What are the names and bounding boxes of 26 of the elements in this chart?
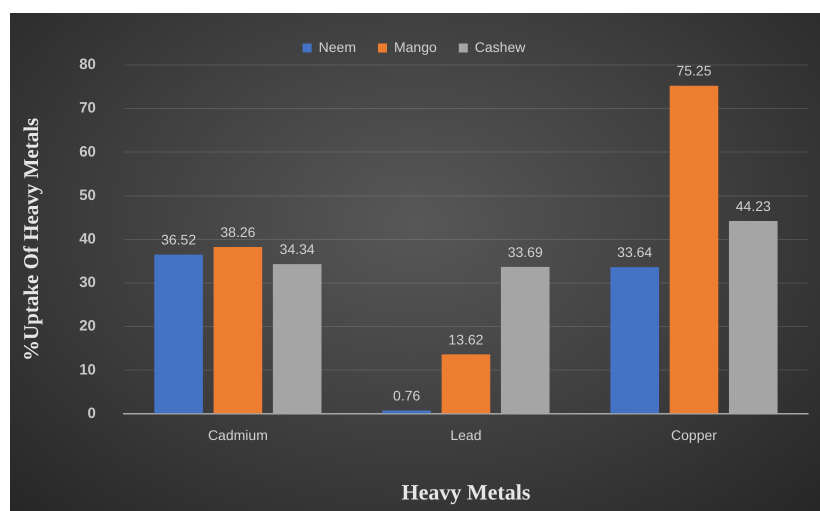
y-axis-title: %Uptake Of Heavy Metals bbox=[19, 118, 44, 362]
y-tick-label: 20 bbox=[79, 318, 96, 335]
data-label: 44.23 bbox=[736, 198, 771, 214]
y-tick-label: 50 bbox=[79, 186, 96, 204]
legend-label: Mango bbox=[394, 38, 437, 55]
data-label: 0.76 bbox=[393, 387, 420, 404]
data-label: 34.34 bbox=[280, 240, 315, 257]
y-tick-label: 40 bbox=[79, 230, 96, 248]
x-tick-label: Cadmium bbox=[208, 427, 268, 444]
y-tick-label: 70 bbox=[79, 100, 96, 117]
legend-label: Neem bbox=[318, 38, 356, 55]
data-label: 75.25 bbox=[676, 62, 712, 79]
data-label: 38.26 bbox=[220, 224, 256, 240]
legend-label: Cashew bbox=[474, 38, 526, 55]
data-label: 33.69 bbox=[508, 244, 543, 260]
y-tick-label: 10 bbox=[79, 361, 96, 378]
y-tick-label: 30 bbox=[79, 274, 96, 292]
x-axis-title: Heavy Metals bbox=[401, 479, 531, 504]
y-tick-label: 60 bbox=[79, 143, 96, 160]
data-label: 36.52 bbox=[161, 231, 196, 248]
data-label: 33.64 bbox=[617, 244, 652, 260]
x-tick-label: Copper bbox=[671, 427, 718, 444]
y-tick-label: 80 bbox=[79, 56, 96, 74]
data-label: 13.62 bbox=[448, 331, 484, 348]
y-tick-label: 0 bbox=[88, 404, 96, 422]
x-tick-label: Lead bbox=[450, 427, 482, 444]
